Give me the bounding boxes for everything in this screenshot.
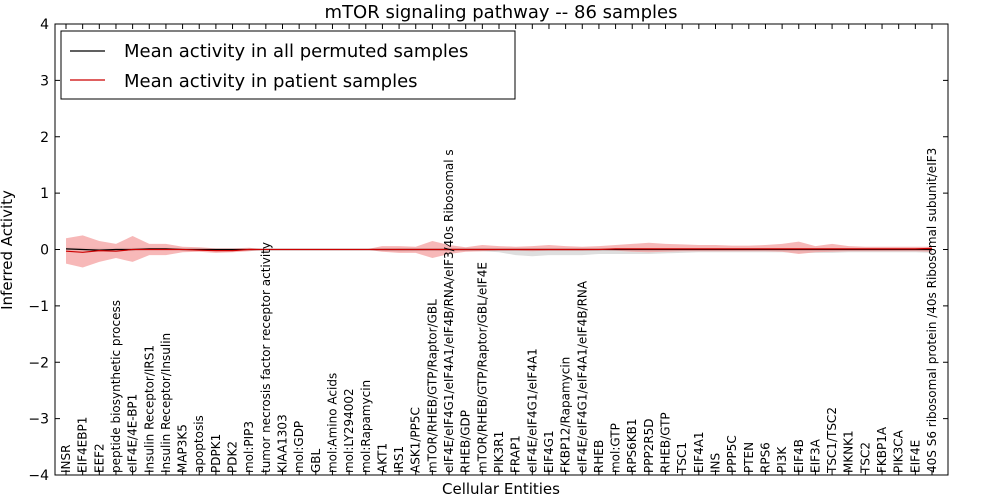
y-tick-label: −2: [28, 355, 49, 371]
category-label: INS: [709, 453, 723, 473]
y-axis-ticks: −4 −3 −2 −1 0 1 2 3 4: [28, 17, 948, 484]
category-label: PPP2R5D: [642, 418, 656, 473]
category-label: TSC1/TSC2: [825, 407, 839, 474]
category-label: ASK1/PP5C: [409, 407, 423, 473]
chart-title: mTOR signaling pathway -- 86 samples: [325, 2, 678, 23]
category-label: PIK3R1: [492, 431, 506, 473]
category-label: EIF4G1: [542, 430, 556, 473]
category-label: EEF2: [92, 443, 106, 473]
category-label: PTEN: [742, 442, 756, 473]
category-label: mTOR/RHEB/GTP/Raptor/GBL: [425, 299, 439, 473]
category-label: Insulin Receptor/Insulin: [159, 333, 173, 473]
category-label: peptide biosynthetic process: [109, 300, 123, 473]
category-label: PIK3CA: [892, 429, 906, 473]
category-label: MAP3K5: [176, 424, 190, 473]
y-tick-label: 3: [40, 73, 49, 89]
x-axis-ticks: [65, 24, 933, 475]
y-axis-title: Inferred Activity: [0, 190, 16, 310]
category-label: eIF4E/eIF4G1/eIF4A1: [525, 348, 539, 473]
category-label: mol:Amino Acids: [325, 373, 339, 473]
category-label: mol:GDP: [292, 421, 306, 473]
category-label: PDPK1: [209, 434, 223, 473]
category-label: FRAP1: [509, 435, 523, 473]
x-axis-title: Cellular Entities: [442, 480, 560, 498]
category-label: EIF4E: [908, 440, 922, 473]
category-label: PPP5C: [725, 435, 739, 473]
category-label: RHEB/GDP: [459, 410, 473, 473]
category-labels: INSR EIF4EBP1 EEF2 peptide biosynthetic pro…: [59, 148, 939, 474]
category-label: AKT1: [375, 443, 389, 473]
category-label: RHEB: [592, 440, 606, 473]
legend-label-permuted: Mean activity in all permuted samples: [124, 41, 468, 62]
y-tick-label: 2: [40, 130, 49, 146]
legend-label-patient: Mean activity in patient samples: [124, 71, 418, 92]
series-lines: [65, 247, 933, 253]
category-label: EIF4A1: [692, 431, 706, 473]
category-label: eIF4E/eIF4G1/eIF4A1/eIF4B/RNA/eIF3/40s R…: [442, 149, 456, 473]
category-label: FKBP12/Rapamycin: [559, 357, 573, 473]
category-label: RPS6: [758, 442, 772, 473]
category-label: TSC1: [675, 442, 689, 474]
category-label: eIF4E/4E-BP1: [126, 394, 140, 473]
category-label: mol:Rapamycin: [359, 380, 373, 473]
y-tick-label: 0: [40, 243, 49, 259]
category-label: EIF4EBP1: [76, 417, 90, 473]
category-label: apoptosis: [192, 415, 206, 473]
category-label: eIF4E/eIF4G1/eIF4A1/eIF4B/RNA: [575, 280, 589, 473]
category-label: mol:LY294002: [342, 388, 356, 473]
category-label: TSC2: [858, 442, 872, 474]
band-patient: [66, 235, 932, 268]
series-line-patient: [65, 247, 933, 253]
y-tick-label: −4: [28, 468, 49, 484]
category-label: EIF3A: [808, 438, 822, 473]
category-label: mol:PIP3: [242, 421, 256, 473]
category-label: MKNK1: [842, 430, 856, 473]
category-label: 40S S6 ribosomal protein /40s Ribosomal …: [925, 148, 939, 473]
legend-box: [60, 30, 516, 100]
category-label: KIAA1303: [276, 414, 290, 473]
y-tick-label: −1: [28, 299, 49, 315]
category-label: INSR: [59, 445, 73, 473]
y-tick-label: 4: [40, 17, 49, 33]
category-label: IRS1: [392, 446, 406, 473]
y-tick-label: −3: [28, 412, 49, 428]
category-label: RPS6KB1: [625, 418, 639, 473]
category-label: EIF4B: [792, 439, 806, 473]
category-label: mol:GTP: [609, 423, 623, 473]
legend: Mean activity in all permuted samples Me…: [60, 30, 516, 100]
category-label: PDK2: [226, 441, 240, 473]
category-label: PI3K: [775, 446, 789, 473]
category-label: Insulin Receptor/IRS1: [142, 345, 156, 473]
category-label: mTOR/RHEB/GTP/Raptor/GBL/eIF4E: [475, 262, 489, 473]
category-label: tumor necrosis factor receptor activity: [259, 242, 273, 473]
category-label: FKBP1A: [875, 426, 889, 473]
y-tick-label: 1: [40, 186, 49, 202]
category-label: GBL: [309, 448, 323, 473]
category-label: RHEB/GTP: [659, 412, 673, 473]
